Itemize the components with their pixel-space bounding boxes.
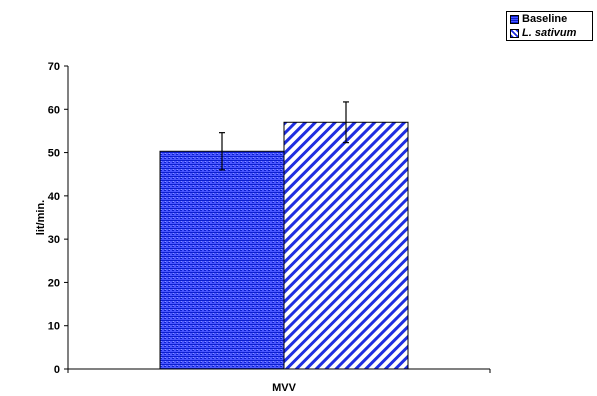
legend-label: L. sativum — [522, 27, 577, 39]
y-tick-label: 10 — [48, 321, 60, 333]
y-axis-title: lit/min. — [35, 200, 47, 235]
legend: Baseline L. sativum — [506, 11, 593, 41]
y-tick-label: 0 — [54, 364, 60, 376]
bar-l-sativum — [283, 121, 409, 370]
legend-swatch — [510, 14, 519, 24]
y-tick-label: 50 — [48, 148, 60, 160]
legend-item: L. sativum — [507, 26, 592, 40]
legend-item: Baseline — [507, 12, 592, 26]
y-tick-label: 20 — [48, 277, 60, 289]
legend-swatch — [510, 28, 519, 38]
y-tick-label: 70 — [48, 61, 60, 73]
axis-labels: 0 10 20 30 40 50 60 70 lit/min. MVV — [35, 61, 297, 394]
bars — [159, 101, 409, 370]
y-tick-label: 30 — [48, 234, 60, 246]
y-tick-label: 60 — [48, 104, 60, 116]
x-category-label: MVV — [272, 382, 297, 394]
y-tick-label: 40 — [48, 191, 60, 203]
legend-label: Baseline — [522, 13, 568, 25]
bar-baseline — [159, 150, 285, 370]
